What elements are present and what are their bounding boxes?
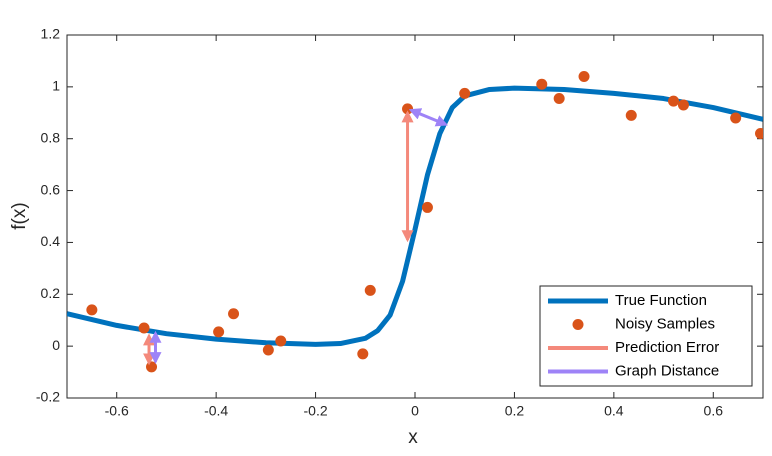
y-tick-label: 0 bbox=[52, 337, 60, 353]
scatter-point bbox=[357, 348, 369, 360]
arrow bbox=[408, 108, 449, 127]
y-tick-label: 0.2 bbox=[41, 285, 61, 301]
plot-frame bbox=[66, 34, 764, 399]
scatter-point bbox=[275, 335, 287, 347]
y-tick-label: -0.2 bbox=[36, 389, 60, 405]
scatter-point bbox=[730, 112, 742, 124]
scatter-point bbox=[668, 95, 680, 107]
plot-area bbox=[67, 70, 763, 373]
x-tick-label: -0.4 bbox=[204, 403, 228, 419]
scatter-point bbox=[364, 284, 376, 296]
legend-label: Noisy Samples bbox=[615, 315, 715, 332]
scatter-point bbox=[459, 87, 471, 99]
scatter-point bbox=[625, 109, 637, 121]
legend-label: Prediction Error bbox=[615, 339, 719, 356]
scatter-point bbox=[138, 322, 150, 334]
x-tick-label: -0.6 bbox=[105, 403, 129, 419]
y-tick-label: 0.6 bbox=[41, 181, 61, 197]
x-tick-label: -0.2 bbox=[304, 403, 328, 419]
x-tick-label: 0.2 bbox=[505, 403, 525, 419]
scatter-point bbox=[755, 128, 763, 140]
scatter-point bbox=[553, 93, 565, 105]
y-axis-title: f(x) bbox=[9, 202, 30, 229]
scatter-point bbox=[262, 344, 274, 356]
scatter-point bbox=[146, 361, 158, 373]
y-tick-label: 0.4 bbox=[41, 233, 61, 249]
x-tick-label: 0.6 bbox=[704, 403, 724, 419]
scatter-point bbox=[421, 201, 433, 213]
y-tick-label: 1 bbox=[52, 78, 60, 94]
legend-label: True Function bbox=[615, 292, 707, 309]
x-axis-title: x bbox=[408, 427, 418, 448]
scatter-point bbox=[402, 103, 414, 115]
x-tick-label: 0.4 bbox=[604, 403, 624, 419]
scatter-point bbox=[578, 70, 590, 82]
scatter-point bbox=[536, 78, 548, 90]
y-tick-label: 1.2 bbox=[41, 26, 61, 42]
x-tick-label: 0 bbox=[411, 403, 419, 419]
y-tick-label: 0.8 bbox=[41, 129, 61, 145]
line-series bbox=[67, 85, 763, 347]
legend-label: Graph Distance bbox=[615, 362, 719, 379]
legend-marker bbox=[572, 319, 584, 330]
scatter-point bbox=[677, 99, 689, 111]
scatter-point bbox=[228, 308, 240, 320]
scatter-point bbox=[213, 326, 225, 338]
scatter-point bbox=[86, 304, 98, 316]
